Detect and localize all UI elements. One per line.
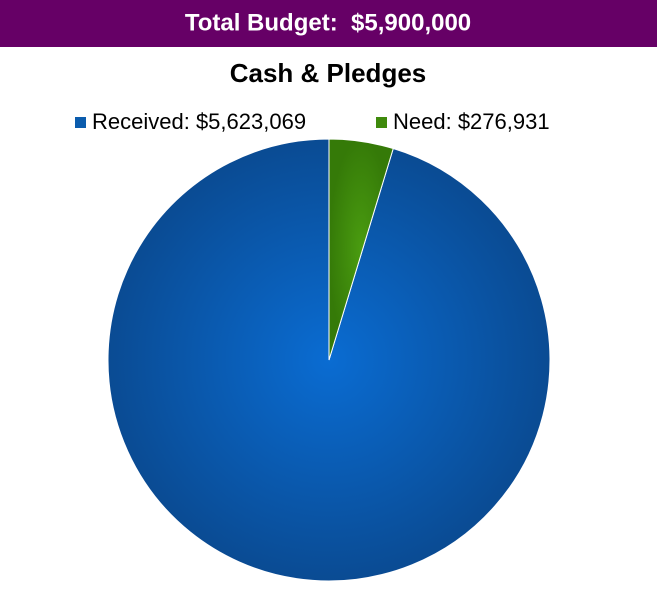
legend-swatch [376,117,387,128]
pie-slice [328,138,394,361]
legend-swatch [75,117,86,128]
legend-label: Need: $276,931 [393,109,550,134]
header-title: Total Budget: $5,900,000 [185,9,471,36]
legend-label: Received: $5,623,069 [92,109,306,134]
chart-title: Cash & Pledges [230,58,427,88]
header-banner [0,0,657,47]
